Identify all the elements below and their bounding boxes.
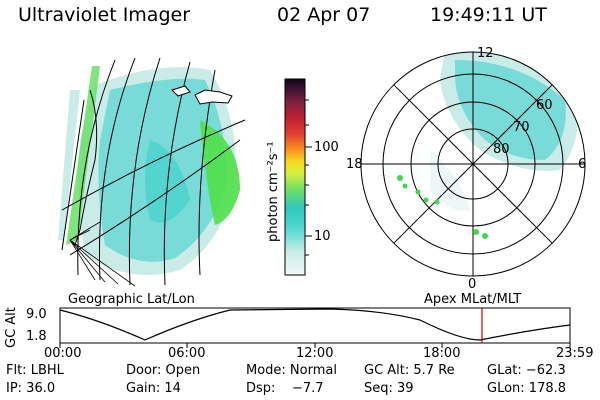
filter-status: Flt: LBHL (6, 363, 64, 378)
observation-date: 02 Apr 07 (277, 4, 371, 26)
time-tick-0000: 00:00 (44, 346, 82, 361)
lat-label-70: 70 (513, 120, 530, 135)
altitude-ytick-1.8: 1.8 (26, 329, 47, 344)
altitude-plot (59, 307, 571, 348)
colorbar-tick-100: 100 (314, 140, 339, 155)
door-status: Door: Open (126, 363, 201, 378)
time-tick-1200: 12:00 (296, 346, 334, 361)
geographic-latitude: GLat: −62.3 (487, 363, 566, 378)
time-tick-2359: 23:59 (556, 346, 594, 361)
mlt-label-6: 6 (578, 157, 587, 172)
colorbar-tick-10: 10 (314, 229, 331, 244)
altitude-ytick-9: 9.0 (26, 307, 47, 322)
ip-value: IP: 36.0 (6, 381, 56, 396)
geographic-panel-label: Geographic Lat/Lon (68, 292, 195, 307)
colorbar (284, 78, 306, 276)
gain-value: Gain: 14 (126, 381, 181, 396)
time-tick-0600: 06:00 (168, 346, 206, 361)
mlt-label-18: 18 (346, 157, 363, 172)
instrument-title: Ultraviolet Imager (18, 4, 191, 26)
geographic-longitude: GLon: 178.8 (487, 381, 567, 396)
colorbar-unit-label: photon cm⁻²s⁻¹ (266, 141, 281, 242)
geographic-image (58, 57, 246, 287)
polar-plot (360, 51, 586, 277)
colorbar-ticks (305, 99, 312, 256)
altitude-ylabel: GC Alt (4, 307, 19, 348)
gc-altitude: GC Alt: 5.7 Re (364, 363, 455, 378)
mlt-label-12: 12 (477, 46, 494, 61)
polar-panel-label: Apex MLat/MLT (424, 292, 522, 307)
mlt-label-0: 0 (468, 277, 477, 292)
dsp-value: Dsp: −7.7 (246, 381, 324, 396)
mode-status: Mode: Normal (246, 363, 337, 378)
lat-label-80: 80 (493, 142, 510, 157)
lat-label-60: 60 (536, 98, 553, 113)
time-tick-1800: 18:00 (423, 346, 461, 361)
sequence-number: Seq: 39 (364, 381, 414, 396)
observation-time: 19:49:11 UT (430, 4, 547, 26)
